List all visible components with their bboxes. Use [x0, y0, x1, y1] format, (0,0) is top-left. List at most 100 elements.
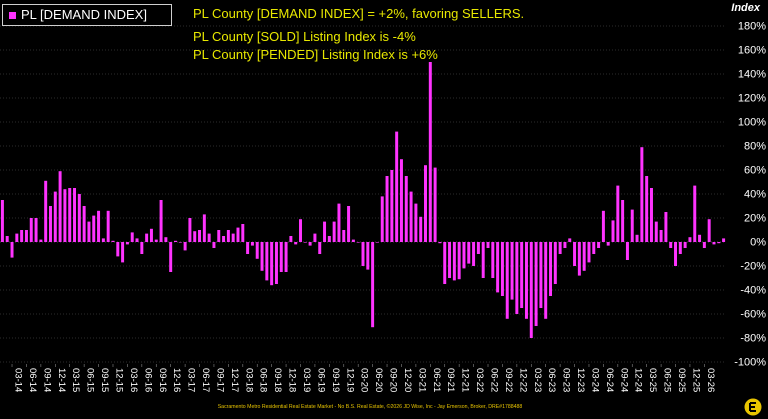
x-tick-label: 06-23 [546, 368, 557, 392]
x-tick-label: 12-22 [517, 368, 528, 392]
bar [635, 234, 639, 242]
bar [279, 242, 283, 272]
bar [597, 242, 601, 248]
x-tick-label: 06-19 [315, 368, 326, 392]
bar [611, 220, 615, 242]
bar [558, 242, 562, 254]
bar [491, 242, 495, 278]
bar [621, 200, 625, 242]
annotation-pended-index: PL County [PENDED] Listing Index is +6% [193, 47, 438, 62]
bar [640, 147, 644, 242]
bar [15, 233, 19, 242]
bar [87, 221, 91, 242]
bar [395, 131, 399, 242]
x-tick-label: 09-23 [561, 368, 572, 392]
bar [674, 242, 678, 266]
x-tick-label: 03-18 [243, 368, 254, 392]
bar [481, 242, 485, 278]
bar [467, 242, 471, 264]
x-tick-label: 12-20 [402, 368, 413, 392]
bar [149, 228, 153, 242]
x-tick-label: 12-14 [56, 368, 67, 392]
x-tick-label: 12-21 [460, 368, 471, 392]
bar [226, 230, 230, 242]
bar [255, 242, 259, 259]
bar [722, 238, 726, 242]
bar [577, 242, 581, 276]
x-tick-label: 06-18 [258, 368, 269, 392]
x-tick-label: 06-20 [373, 368, 384, 392]
x-tick-label: 03-17 [186, 368, 197, 392]
x-tick-label: 06-24 [604, 368, 615, 392]
bar [198, 230, 202, 242]
x-tick-label: 09-16 [157, 368, 168, 392]
bar [116, 242, 120, 257]
bar [241, 224, 245, 242]
bar [260, 242, 264, 271]
bar [529, 242, 533, 338]
y-tick-label: 60% [744, 165, 766, 177]
bar [625, 242, 629, 260]
bar [712, 242, 716, 245]
bar [145, 233, 149, 242]
y-tick-label: 80% [744, 141, 766, 153]
bar [688, 237, 692, 242]
x-tick-label: 09-21 [445, 368, 456, 392]
bar [202, 214, 206, 242]
bar [10, 242, 14, 258]
bar [496, 242, 500, 293]
x-tick-label: 03-26 [705, 368, 716, 392]
bar [327, 236, 331, 242]
x-tick-label: 03-20 [359, 368, 370, 392]
bar [375, 242, 379, 243]
x-tick-label: 09-25 [676, 368, 687, 392]
y-tick-label: 0% [750, 237, 766, 249]
bar [77, 194, 81, 242]
bar [549, 242, 552, 296]
bar [250, 242, 254, 246]
x-tick-label: 09-17 [214, 368, 225, 392]
bar [592, 242, 596, 254]
bar [313, 233, 317, 242]
bar [20, 230, 24, 242]
x-tick-label: 09-15 [99, 368, 110, 392]
bar [414, 203, 418, 242]
y-tick-label: -60% [740, 309, 766, 321]
bar [424, 165, 427, 242]
bar [289, 236, 293, 242]
x-tick-label: 03-15 [70, 368, 81, 392]
x-tick-label: 09-19 [330, 368, 341, 392]
bar [97, 210, 101, 242]
bar [524, 242, 528, 319]
bar [659, 230, 663, 242]
x-tick-label: 06-21 [431, 368, 442, 392]
x-tick-label: 03-19 [301, 368, 312, 392]
annotation-demand-index: PL County [DEMAND INDEX] = +2%, favoring… [193, 6, 525, 21]
bar [274, 242, 278, 284]
bar [48, 206, 52, 242]
bar [645, 176, 649, 242]
bar [164, 237, 168, 242]
x-tick-label: 06-17 [200, 368, 211, 392]
bar [438, 242, 442, 244]
bar [169, 242, 173, 272]
bar [5, 236, 9, 242]
bar [318, 242, 322, 254]
bar [371, 242, 375, 328]
bar [399, 159, 403, 242]
x-tick-label: 09-14 [41, 368, 52, 392]
x-tick-label: 06-22 [489, 368, 500, 392]
y-tick-label: -40% [740, 285, 766, 297]
bar [183, 242, 187, 251]
x-tick-label: 09-18 [272, 368, 283, 392]
annotation-sold-index: PL County [SOLD] Listing Index is -4% [193, 29, 416, 44]
x-tick-label: 06-15 [85, 368, 96, 392]
legend: PL [DEMAND INDEX] [2, 4, 172, 26]
bar [68, 188, 72, 242]
bar [563, 242, 567, 248]
x-tick-label: 03-24 [589, 368, 600, 392]
bar [428, 62, 432, 242]
x-tick-label: 06-25 [662, 368, 673, 392]
bar [630, 209, 634, 242]
bar [669, 242, 673, 248]
